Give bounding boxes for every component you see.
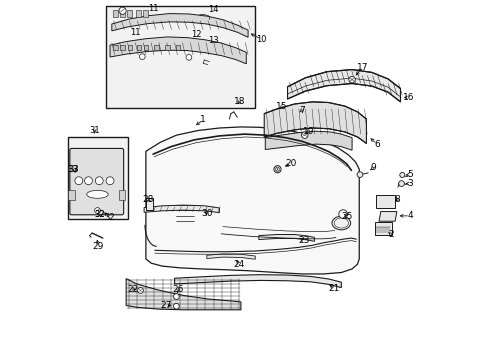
FancyBboxPatch shape <box>113 45 117 50</box>
FancyBboxPatch shape <box>127 10 132 17</box>
FancyBboxPatch shape <box>165 45 169 50</box>
FancyBboxPatch shape <box>143 45 148 50</box>
Text: 26: 26 <box>172 285 183 294</box>
Circle shape <box>95 177 103 185</box>
Circle shape <box>275 167 279 171</box>
FancyBboxPatch shape <box>120 10 125 17</box>
Text: 3: 3 <box>407 179 412 188</box>
Text: 15: 15 <box>276 102 287 111</box>
FancyBboxPatch shape <box>70 148 123 215</box>
Polygon shape <box>287 69 400 102</box>
Text: 33: 33 <box>67 166 78 175</box>
Circle shape <box>399 172 404 177</box>
Text: 1: 1 <box>200 115 206 124</box>
Text: 19: 19 <box>303 127 314 136</box>
Circle shape <box>185 54 191 60</box>
FancyBboxPatch shape <box>119 190 125 200</box>
Text: 22: 22 <box>127 284 139 293</box>
Text: 23: 23 <box>298 237 309 246</box>
FancyBboxPatch shape <box>376 195 394 208</box>
Polygon shape <box>378 212 396 221</box>
Text: 32: 32 <box>104 213 115 222</box>
Text: 27: 27 <box>160 301 171 310</box>
FancyBboxPatch shape <box>127 45 132 50</box>
Text: 2: 2 <box>388 230 393 239</box>
Circle shape <box>173 303 179 309</box>
Text: 4: 4 <box>407 211 412 220</box>
Circle shape <box>338 210 346 219</box>
FancyBboxPatch shape <box>374 222 391 234</box>
Text: 8: 8 <box>393 195 399 204</box>
FancyBboxPatch shape <box>136 10 141 17</box>
Circle shape <box>356 172 362 177</box>
Text: 11: 11 <box>130 28 141 37</box>
Polygon shape <box>145 127 359 274</box>
Polygon shape <box>110 37 246 64</box>
Ellipse shape <box>86 190 108 198</box>
FancyBboxPatch shape <box>68 190 75 200</box>
Circle shape <box>348 76 355 83</box>
Polygon shape <box>265 131 351 150</box>
Text: 17: 17 <box>356 63 368 72</box>
Text: 24: 24 <box>233 260 244 269</box>
Circle shape <box>106 177 114 185</box>
Text: 13: 13 <box>207 36 218 45</box>
Text: 25: 25 <box>340 212 352 221</box>
Text: 11: 11 <box>147 4 158 13</box>
Circle shape <box>398 181 404 186</box>
Polygon shape <box>264 102 366 143</box>
Polygon shape <box>126 279 241 310</box>
Circle shape <box>84 177 92 185</box>
FancyBboxPatch shape <box>136 45 141 50</box>
Text: 16: 16 <box>402 93 414 102</box>
Text: 29: 29 <box>93 242 104 251</box>
FancyBboxPatch shape <box>176 45 180 50</box>
Text: 30: 30 <box>201 209 212 218</box>
Bar <box>106 6 255 108</box>
Text: 14: 14 <box>207 5 218 14</box>
Circle shape <box>137 288 143 293</box>
Circle shape <box>94 208 100 213</box>
Polygon shape <box>174 275 341 288</box>
FancyBboxPatch shape <box>113 10 118 17</box>
Text: 5: 5 <box>407 170 412 179</box>
Polygon shape <box>206 254 255 259</box>
FancyBboxPatch shape <box>145 198 153 210</box>
Text: 9: 9 <box>369 163 375 172</box>
Ellipse shape <box>331 216 350 230</box>
Text: 7: 7 <box>298 105 304 114</box>
Text: 33: 33 <box>69 165 80 174</box>
Circle shape <box>301 132 307 138</box>
Text: 32: 32 <box>94 210 104 219</box>
Circle shape <box>173 294 179 300</box>
Text: 21: 21 <box>328 284 339 293</box>
FancyBboxPatch shape <box>143 10 148 17</box>
Text: 28: 28 <box>142 195 153 204</box>
Text: 10: 10 <box>256 35 266 44</box>
Circle shape <box>75 177 82 185</box>
Polygon shape <box>258 234 314 241</box>
Text: 20: 20 <box>285 159 296 168</box>
Polygon shape <box>144 205 219 213</box>
FancyBboxPatch shape <box>120 45 124 50</box>
Text: 6: 6 <box>373 140 379 149</box>
Bar <box>68 137 128 220</box>
Circle shape <box>119 7 126 14</box>
Circle shape <box>273 166 281 173</box>
Text: 32: 32 <box>94 210 104 219</box>
FancyBboxPatch shape <box>154 45 159 50</box>
Text: 18: 18 <box>234 96 245 105</box>
Polygon shape <box>112 14 247 37</box>
Text: 31: 31 <box>89 126 100 135</box>
Text: 12: 12 <box>190 30 201 39</box>
Circle shape <box>139 54 145 59</box>
